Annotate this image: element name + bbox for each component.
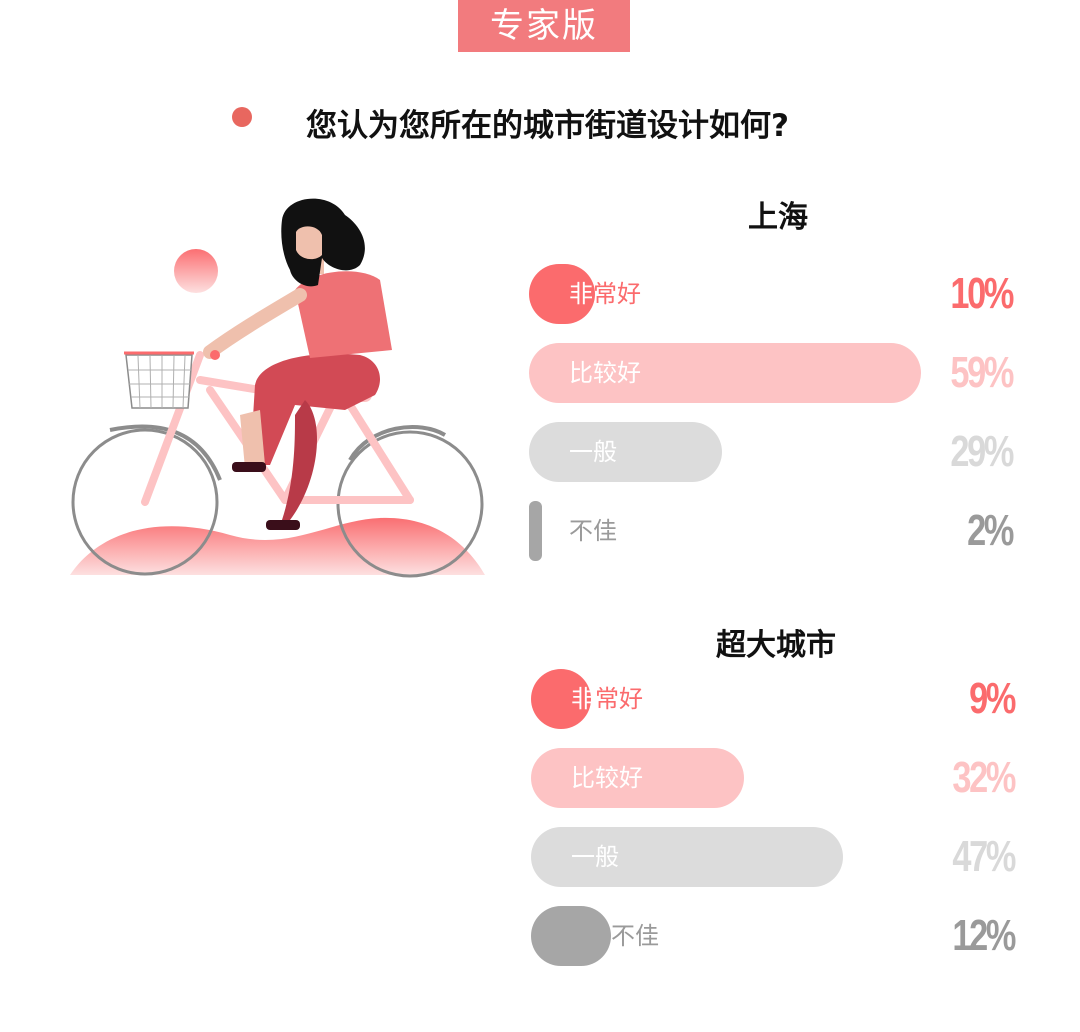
bar-very-good [529,264,596,324]
value-label-very-good: 9% [969,674,1016,723]
value-label-average: 47% [952,832,1016,881]
rider-hair [281,198,365,287]
bar-average [529,422,722,482]
bar-label-good: 比较好 [571,764,643,792]
bar-poor [531,906,611,966]
bar-average [531,827,844,887]
bar-very-good [531,669,591,729]
sun-circle [174,249,218,293]
value-label-average: 29% [950,427,1014,476]
bar-good [531,748,744,808]
chart-title-shanghai: 上海 [748,200,808,235]
bar-label-very-good: 非常好 [569,280,641,308]
bar-poor [529,501,543,561]
chart-title-megacity: 超大城市 [716,628,836,663]
value-label-good: 32% [952,753,1016,802]
bar-label-very-good: 非常好 [571,685,643,713]
bar-label-poor: 不佳 [569,517,617,545]
cyclist-illustration [70,198,485,578]
value-label-very-good: 10% [950,269,1014,318]
bar-label-average: 一般 [569,438,617,466]
basket [125,354,193,409]
bar-label-poor: 不佳 [611,922,659,950]
bar-label-good: 比较好 [569,359,641,387]
version-badge: 专家版 [458,0,630,52]
value-label-poor: 12% [952,911,1016,960]
value-label-poor: 2% [967,506,1014,555]
value-label-good: 59% [950,348,1014,397]
rear-wheel [71,428,219,576]
question-bullet-icon [232,107,252,127]
bar-label-average: 一般 [571,843,619,871]
question-title: 您认为您所在的城市街道设计如何? [306,108,789,144]
bar-good [529,343,921,403]
ground-hills [70,517,485,575]
